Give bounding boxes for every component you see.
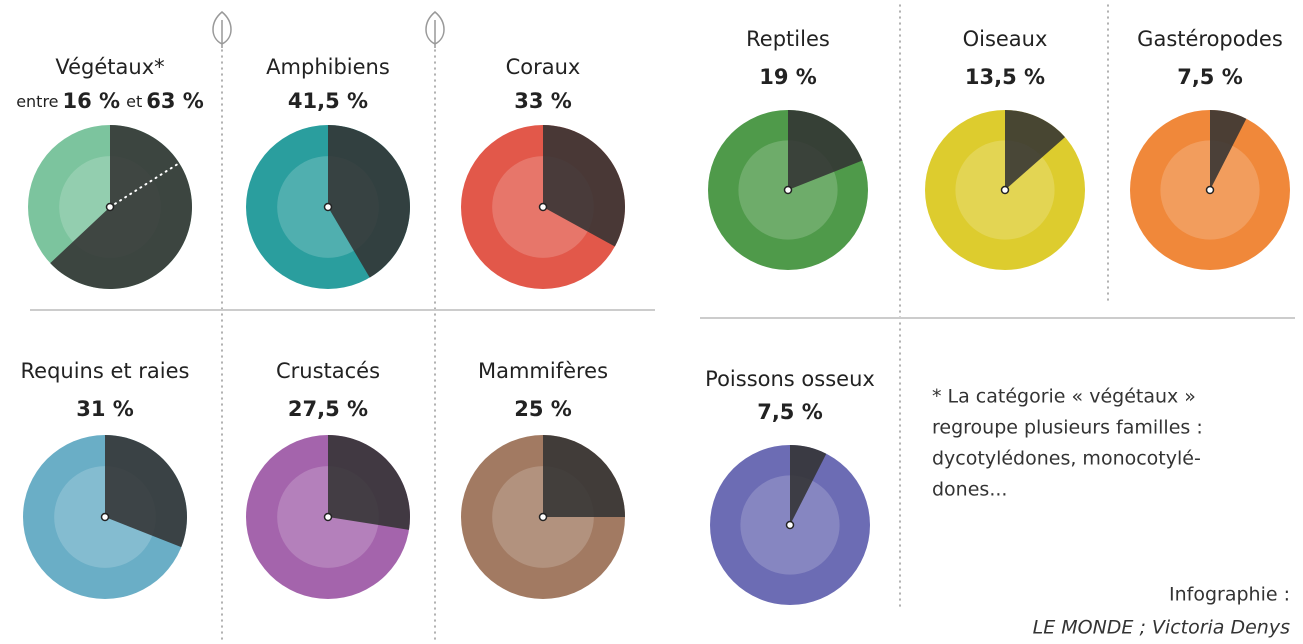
pie-center — [1000, 185, 1010, 195]
pie-center — [105, 202, 115, 212]
pie-center — [323, 512, 333, 522]
footnote-line: * La catégorie « végétaux » — [932, 386, 1196, 408]
value-label: 25 % — [514, 397, 572, 421]
footnote-line: regroupe plusieurs familles : — [932, 417, 1203, 439]
pie-wedge — [328, 435, 410, 530]
pie-wedge — [1210, 110, 1247, 190]
value-label: 19 % — [759, 65, 817, 89]
value-label: 63 % — [146, 89, 204, 113]
footnote-line: dones... — [932, 479, 1007, 501]
value-label: 41,5 % — [288, 89, 368, 113]
pie-wedge — [328, 125, 410, 278]
pie-wedge — [543, 435, 625, 517]
range-marker — [109, 162, 181, 208]
pie-wedge — [105, 434, 187, 548]
footnote-line: dycotylédones, monocotylé- — [932, 448, 1201, 470]
pie-center — [323, 202, 333, 212]
value-label-prefix: et — [126, 92, 142, 111]
value-label: 7,5 % — [757, 400, 823, 424]
pie-wedge — [1005, 110, 1066, 190]
value-label: 33 % — [514, 89, 572, 113]
pie-wedge — [543, 125, 625, 247]
pie-center — [538, 512, 548, 522]
credit-line: LE MONDE ; Victoria Denys — [1033, 617, 1290, 639]
pie-wedge — [790, 445, 827, 525]
panel-title: Reptiles — [746, 27, 830, 51]
panel-title: Poissons osseux — [705, 367, 875, 391]
pie-wedge — [50, 125, 192, 290]
panel-title: Amphibiens — [266, 55, 390, 79]
pie-center — [1205, 185, 1215, 195]
panel-title: Requins et raies — [21, 359, 190, 383]
dividers — [30, 4, 1295, 641]
pie-center — [538, 202, 548, 212]
value-label-prefix: entre — [16, 92, 58, 111]
pie-center — [100, 512, 110, 522]
value-label: 16 % — [63, 89, 121, 113]
value-label: 13,5 % — [965, 65, 1045, 89]
panel-title: Coraux — [506, 55, 581, 79]
credit-line: Infographie : — [1169, 584, 1290, 606]
value-label: 27,5 % — [288, 397, 368, 421]
panel-title: Mammifères — [478, 359, 608, 383]
pie-center — [785, 520, 795, 530]
pie-wedge — [788, 110, 863, 190]
leaf-icons — [212, 11, 445, 48]
value-label: 31 % — [76, 397, 134, 421]
pie-center — [783, 185, 793, 195]
value-label-group: entre 16 % et 63 % — [16, 89, 204, 113]
value-label: 7,5 % — [1177, 65, 1243, 89]
panel-title: Végétaux* — [55, 55, 164, 79]
panel-title: Oiseaux — [963, 27, 1048, 51]
panel-title: Crustacés — [276, 359, 380, 383]
panel-title: Gastéropodes — [1137, 27, 1283, 51]
